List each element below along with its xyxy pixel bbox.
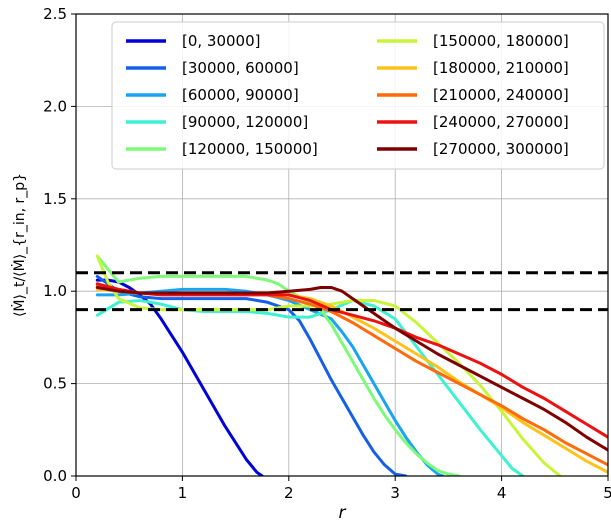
legend-box bbox=[111, 21, 605, 170]
ticks: 0 1 2 3 4 5 0.0 0.5 1.0 1.5 2.0 2.5 bbox=[43, 5, 611, 502]
series-line-10 bbox=[95, 286, 608, 452]
legend-label: [30000, 60000] bbox=[182, 59, 299, 77]
axis-labels: r ⟨Ṁ⟩_t/⟨Ṁ⟩_{r_in, r_p} bbox=[10, 173, 347, 523]
series-line-5 bbox=[95, 254, 461, 476]
y-tick-label: 2.0 bbox=[43, 97, 67, 115]
reference-lines bbox=[76, 271, 608, 312]
legend-label: [270000, 300000] bbox=[433, 140, 569, 158]
series-line-2 bbox=[95, 274, 408, 476]
x-tick-label: 4 bbox=[497, 484, 507, 502]
x-tick-label: 3 bbox=[390, 484, 400, 502]
legend-label: [180000, 210000] bbox=[433, 59, 569, 77]
series-line-9 bbox=[95, 282, 608, 439]
series-line-1 bbox=[95, 278, 264, 476]
series-line-4 bbox=[95, 298, 525, 476]
x-tick-label: 1 bbox=[178, 484, 188, 502]
legend-label: [90000, 120000] bbox=[182, 113, 308, 131]
legend-label: [60000, 90000] bbox=[182, 86, 299, 104]
legend-label: [120000, 150000] bbox=[182, 140, 318, 158]
series-line-7 bbox=[95, 287, 608, 474]
plot-frame bbox=[75, 13, 609, 477]
x-tick-label: 0 bbox=[71, 484, 81, 502]
y-tick-label: 1.5 bbox=[43, 190, 67, 208]
y-axis-label: ⟨Ṁ⟩_t/⟨Ṁ⟩_{r_in, r_p} bbox=[10, 173, 28, 317]
legend-label: [0, 30000] bbox=[182, 32, 261, 50]
y-tick-label: 2.5 bbox=[43, 5, 67, 23]
series-line-3 bbox=[95, 287, 445, 476]
x-tick-label: 5 bbox=[603, 484, 611, 502]
legend-label: [240000, 270000] bbox=[433, 113, 569, 131]
y-tick-label: 0.0 bbox=[43, 467, 67, 485]
legend-label: [210000, 240000] bbox=[433, 86, 569, 104]
x-tick-label: 2 bbox=[284, 484, 294, 502]
series-line-8 bbox=[95, 284, 608, 467]
y-tick-label: 0.5 bbox=[43, 375, 67, 393]
x-axis-label: r bbox=[339, 503, 347, 523]
series-lines bbox=[95, 254, 608, 476]
y-tick-label: 1.0 bbox=[43, 282, 67, 300]
legend: [0, 30000] [30000, 60000] [60000, 90000] [9… bbox=[111, 21, 605, 170]
legend-label: [150000, 180000] bbox=[433, 32, 569, 50]
